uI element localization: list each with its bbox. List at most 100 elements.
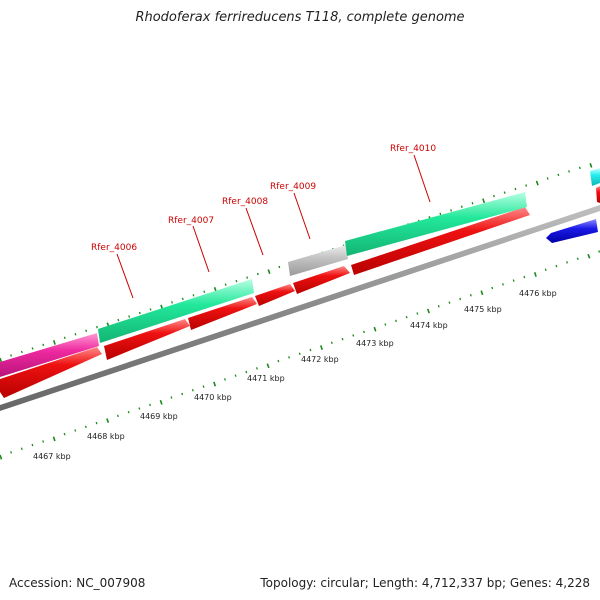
scale-minor-tick xyxy=(116,414,119,418)
scale-minor-tick xyxy=(85,329,88,333)
scale-minor-tick xyxy=(503,191,506,194)
scale-minor-tick xyxy=(394,319,398,323)
gene-label-rfer-4006[interactable]: Rfer_4006 xyxy=(91,243,137,253)
inner-scale-ticks xyxy=(0,250,600,460)
scale-label: 4471 kbp xyxy=(247,374,285,383)
scale-minor-tick xyxy=(416,312,419,315)
gene-label-rfer-4010[interactable]: Rfer_4010 xyxy=(390,144,436,154)
scale-minor-tick xyxy=(202,385,205,388)
scale-label: 4473 kbp xyxy=(356,339,394,348)
scale-minor-tick xyxy=(170,396,173,399)
scale-minor-tick xyxy=(566,261,569,264)
scale-major-tick xyxy=(373,326,377,332)
scale-minor-tick xyxy=(525,184,528,187)
cds-feature[interactable] xyxy=(104,319,190,360)
scale-minor-tick xyxy=(362,330,365,334)
gene-feature[interactable] xyxy=(98,279,254,343)
cds-minus-feature[interactable] xyxy=(546,219,598,243)
scale-minor-tick xyxy=(42,343,45,347)
scale-minor-tick xyxy=(298,352,301,356)
cds-feature[interactable] xyxy=(351,207,530,275)
scale-major-tick xyxy=(587,253,591,259)
scale-major-tick xyxy=(106,418,110,423)
scale-major-tick xyxy=(52,340,56,345)
gene-feature[interactable] xyxy=(288,245,348,276)
scale-minor-tick xyxy=(74,332,77,336)
scale-minor-tick xyxy=(128,315,131,318)
cds-feature[interactable] xyxy=(293,266,350,294)
scale-minor-tick xyxy=(223,378,226,381)
scale-minor-tick xyxy=(138,311,141,315)
gene-label-leader xyxy=(116,253,134,299)
scale-minor-tick xyxy=(31,443,34,447)
scale-minor-tick xyxy=(437,304,440,308)
scale-minor-tick xyxy=(84,425,87,429)
scale-minor-tick xyxy=(568,170,571,173)
scale-minor-tick xyxy=(74,429,77,432)
scale-label: 4469 kbp xyxy=(140,412,178,421)
cds-feature[interactable] xyxy=(0,347,102,398)
genome-summary-text: Topology: circular; Length: 4,712,337 bp… xyxy=(260,576,590,590)
gene-label-leader xyxy=(413,154,431,203)
scale-major-tick xyxy=(533,272,537,277)
scale-minor-tick xyxy=(117,318,120,322)
scale-minor-tick xyxy=(20,447,23,451)
scale-minor-tick xyxy=(544,268,547,272)
scale-major-tick xyxy=(159,399,163,405)
scale-major-tick xyxy=(0,357,3,363)
scale-minor-tick xyxy=(405,315,408,319)
scale-major-tick xyxy=(267,269,271,274)
gene-label-rfer-4007[interactable]: Rfer_4007 xyxy=(168,216,214,226)
scale-major-tick xyxy=(589,162,593,168)
scale-minor-tick xyxy=(181,392,184,396)
scale-minor-tick xyxy=(149,308,152,311)
cds-feature[interactable] xyxy=(188,297,257,330)
gene-feature[interactable] xyxy=(345,192,527,256)
scale-minor-tick xyxy=(42,440,45,443)
cds-feature[interactable] xyxy=(596,186,600,203)
scale-minor-tick xyxy=(31,347,34,350)
gene-feature[interactable] xyxy=(0,333,99,377)
scale-minor-tick xyxy=(546,177,549,180)
scale-minor-tick xyxy=(138,407,141,410)
scale-label: 4476 kbp xyxy=(519,289,557,298)
scale-minor-tick xyxy=(203,290,206,294)
scale-minor-tick xyxy=(255,367,258,370)
scale-minor-tick xyxy=(492,194,495,198)
scale-label: 4470 kbp xyxy=(194,393,232,402)
accession-text: Accession: NC_007908 xyxy=(9,576,146,590)
gene-label-rfer-4008[interactable]: Rfer_4008 xyxy=(222,197,268,207)
scale-minor-tick xyxy=(149,403,152,407)
scale-major-tick xyxy=(0,454,3,460)
scale-minor-tick xyxy=(171,301,174,304)
cds-feature[interactable] xyxy=(255,284,295,306)
scale-minor-tick xyxy=(576,257,579,261)
scale-minor-tick xyxy=(450,209,453,212)
scale-major-tick xyxy=(426,308,430,314)
scale-major-tick xyxy=(535,180,539,186)
gene-label-rfer-4009[interactable]: Rfer_4009 xyxy=(270,182,316,192)
scale-minor-tick xyxy=(95,325,98,329)
gene-feature[interactable] xyxy=(590,168,600,186)
scale-minor-tick xyxy=(471,202,474,205)
scale-minor-tick xyxy=(127,410,130,414)
scale-minor-tick xyxy=(63,336,66,340)
map-title: Rhodoferax ferrireducens T118, complete … xyxy=(135,10,465,25)
scale-label: 4472 kbp xyxy=(301,355,339,364)
backbone-line xyxy=(0,205,600,411)
scale-minor-tick xyxy=(278,265,281,269)
scale-minor-tick xyxy=(234,374,237,377)
scale-minor-tick xyxy=(235,279,238,283)
scale-minor-tick xyxy=(469,293,472,297)
scale-major-tick xyxy=(213,381,217,387)
scale-minor-tick xyxy=(598,250,600,253)
scale-minor-tick xyxy=(256,272,259,276)
scale-minor-tick xyxy=(512,279,515,282)
scale-major-tick xyxy=(52,436,56,442)
scale-minor-tick xyxy=(555,264,558,268)
scale-minor-tick xyxy=(352,334,355,337)
scale-minor-tick xyxy=(10,451,13,454)
scale-minor-tick xyxy=(578,166,581,170)
scale-minor-tick xyxy=(192,294,195,297)
